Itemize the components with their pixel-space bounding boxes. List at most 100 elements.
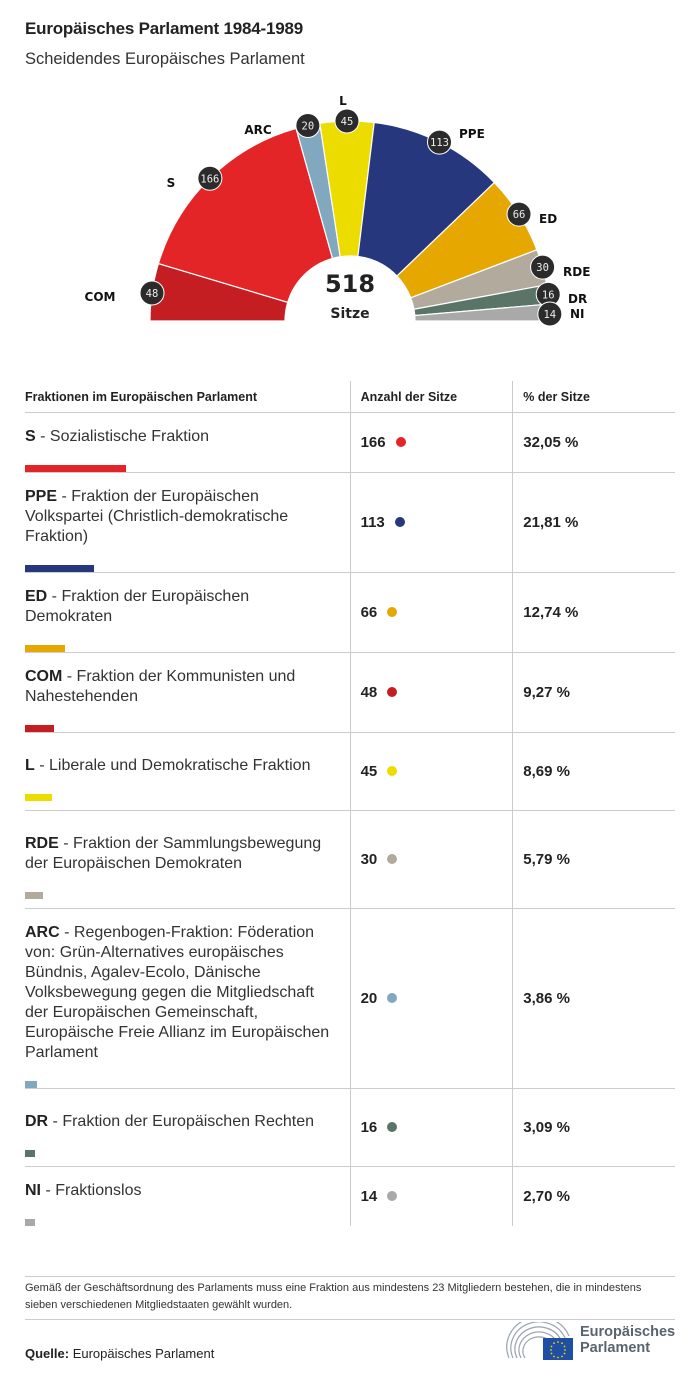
fraction-abbr: L bbox=[25, 757, 35, 774]
source: Quelle: Europäisches Parlament bbox=[25, 1346, 214, 1361]
fraction-name: Fraktion der Kommunisten und Nahestehend… bbox=[25, 668, 296, 705]
segment-label-arc: ARC bbox=[244, 123, 272, 137]
fraction-description: COM - Fraktion der Kommunisten und Nahes… bbox=[25, 667, 350, 707]
seat-percent: 2,70 % bbox=[523, 1187, 570, 1205]
badges-group: 48 COM 166 S 20 ARC 45 L 113 PPE 66 ED 30 RDE 16 DR 14 NI bbox=[85, 94, 590, 327]
separator: - bbox=[59, 924, 74, 941]
seat-badge-arc: 20 bbox=[295, 112, 321, 138]
total-seats-label: Sitze bbox=[330, 306, 369, 322]
seat-count: 48 bbox=[360, 683, 378, 701]
seat-count: 45 bbox=[360, 762, 378, 780]
badge-value: 45 bbox=[341, 116, 354, 128]
seats-cell: 113 bbox=[349, 472, 513, 573]
color-dot bbox=[387, 1191, 398, 1201]
fraction-abbr: S bbox=[25, 428, 36, 445]
separator: - bbox=[35, 428, 50, 445]
footnote: Gemäß der Geschäftsordnung des Parlament… bbox=[25, 1276, 675, 1320]
ep-logo: Europäisches Parlament bbox=[505, 1316, 685, 1362]
color-dot bbox=[387, 687, 398, 697]
percent-cell: 32,05 % bbox=[512, 412, 675, 473]
table-row: RDE - Fraktion der Sammlungsbewegung der… bbox=[25, 810, 675, 909]
badge-circle bbox=[139, 280, 165, 306]
badge-value: 66 bbox=[513, 209, 526, 221]
seats-cell: 166 bbox=[349, 412, 513, 473]
logo-text: Europäisches Parlament bbox=[580, 1324, 675, 1356]
percent-cell: 9,27 % bbox=[512, 652, 675, 733]
fraction-cell: ED - Fraktion der Europäischen Demokrate… bbox=[25, 572, 351, 653]
seats-cell: 14 bbox=[349, 1166, 513, 1226]
segment-label-rde: RDE bbox=[563, 265, 590, 279]
segment-ppe bbox=[357, 121, 496, 277]
color-dot bbox=[395, 437, 406, 447]
seats-table: Fraktionen im Europäischen Parlament Anz… bbox=[25, 381, 675, 1226]
fraction-name: Fraktion der Sammlungsbewegung der Europ… bbox=[25, 835, 322, 872]
logo-line-2: Parlament bbox=[580, 1340, 651, 1356]
fraction-abbr: RDE bbox=[25, 835, 59, 852]
segment-s bbox=[157, 127, 334, 304]
badge-value: 30 bbox=[536, 262, 549, 274]
seat-percent: 9,27 % bbox=[523, 683, 570, 701]
badge-circle bbox=[334, 108, 360, 134]
badge-circle bbox=[295, 112, 321, 138]
badge-circle bbox=[506, 201, 532, 227]
seats-cell: 48 bbox=[349, 652, 513, 733]
fraction-cell: COM - Fraktion der Kommunisten und Nahes… bbox=[25, 652, 351, 733]
seat-percent: 8,69 % bbox=[523, 762, 570, 780]
separator: - bbox=[62, 668, 77, 685]
seats-cell: 66 bbox=[349, 572, 513, 653]
seat-count: 20 bbox=[360, 989, 378, 1007]
seat-count: 14 bbox=[360, 1187, 378, 1205]
logo-line-1: Europäisches bbox=[580, 1324, 676, 1340]
seat-badge-s: 166 bbox=[197, 165, 223, 191]
seat-count: 113 bbox=[360, 513, 385, 531]
table-row: DR - Fraktion der Europäischen Rechten 16… bbox=[25, 1088, 675, 1167]
percent-cell: 2,70 % bbox=[512, 1166, 675, 1226]
hemicycle-eu-flag-icon bbox=[506, 1316, 573, 1360]
fraction-name: Fraktion der Europäischen Volkspartei (C… bbox=[25, 488, 289, 545]
table-header-row: Fraktionen im Europäischen Parlament Anz… bbox=[25, 381, 675, 413]
share-bar bbox=[25, 1150, 35, 1157]
percent-cell: 21,81 % bbox=[512, 472, 675, 573]
fraction-description: L - Liberale und Demokratische Fraktion bbox=[25, 756, 350, 776]
color-dot bbox=[387, 1122, 398, 1132]
fraction-abbr: PPE bbox=[25, 488, 58, 505]
color-dot bbox=[387, 854, 398, 864]
table-row: COM - Fraktion der Kommunisten und Nahes… bbox=[25, 652, 675, 733]
table-row: NI - Fraktionslos 14 2,70 % bbox=[25, 1166, 675, 1226]
share-bar bbox=[25, 1081, 37, 1088]
segment-label-l: L bbox=[339, 94, 347, 108]
separator: - bbox=[47, 588, 62, 605]
table-row: PPE - Fraktion der Europäischen Volkspar… bbox=[25, 472, 675, 573]
seat-badge-com: 48 bbox=[139, 280, 165, 306]
seat-count: 30 bbox=[360, 850, 378, 868]
seat-badge-ppe: 113 bbox=[426, 129, 452, 155]
percent-cell: 3,09 % bbox=[512, 1088, 675, 1167]
share-bar bbox=[25, 1219, 35, 1226]
segment-label-ppe: PPE bbox=[459, 127, 485, 141]
separator: - bbox=[48, 1113, 63, 1130]
fraction-cell: L - Liberale und Demokratische Fraktion bbox=[25, 732, 351, 811]
fraction-description: NI - Fraktionslos bbox=[25, 1181, 350, 1201]
header-fraction: Fraktionen im Europäischen Parlament bbox=[25, 381, 351, 413]
fraction-abbr: ED bbox=[25, 588, 48, 605]
seats-cell: 16 bbox=[349, 1088, 513, 1167]
seat-badge-ni: 14 bbox=[537, 301, 563, 327]
fraction-description: ED - Fraktion der Europäischen Demokrate… bbox=[25, 587, 350, 627]
fraction-name: Regenbogen-Fraktion: Föderation von: Grü… bbox=[25, 924, 330, 1061]
seat-percent: 3,09 % bbox=[523, 1118, 570, 1136]
segment-label-s: S bbox=[167, 176, 176, 190]
fraction-name: Sozialistische Fraktion bbox=[49, 428, 210, 445]
fraction-cell: S - Sozialistische Fraktion bbox=[25, 412, 351, 473]
separator: - bbox=[58, 835, 73, 852]
table-row: L - Liberale und Demokratische Fraktion 4… bbox=[25, 732, 675, 811]
hemicycle-chart: 48 COM 166 S 20 ARC 45 L 113 PPE 66 ED 30 RDE 16 DR 14 NI… bbox=[85, 94, 590, 327]
fraction-cell: PPE - Fraktion der Europäischen Volkspar… bbox=[25, 472, 351, 573]
color-dot bbox=[387, 766, 398, 776]
fraction-cell: RDE - Fraktion der Sammlungsbewegung der… bbox=[25, 810, 351, 909]
header-seats: Anzahl der Sitze bbox=[349, 381, 513, 413]
color-dot bbox=[387, 993, 398, 1003]
fraction-description: RDE - Fraktion der Sammlungsbewegung der… bbox=[25, 834, 350, 874]
total-seats: 518 bbox=[325, 270, 375, 298]
seat-percent: 21,81 % bbox=[523, 513, 579, 531]
seats-cell: 20 bbox=[349, 908, 513, 1089]
